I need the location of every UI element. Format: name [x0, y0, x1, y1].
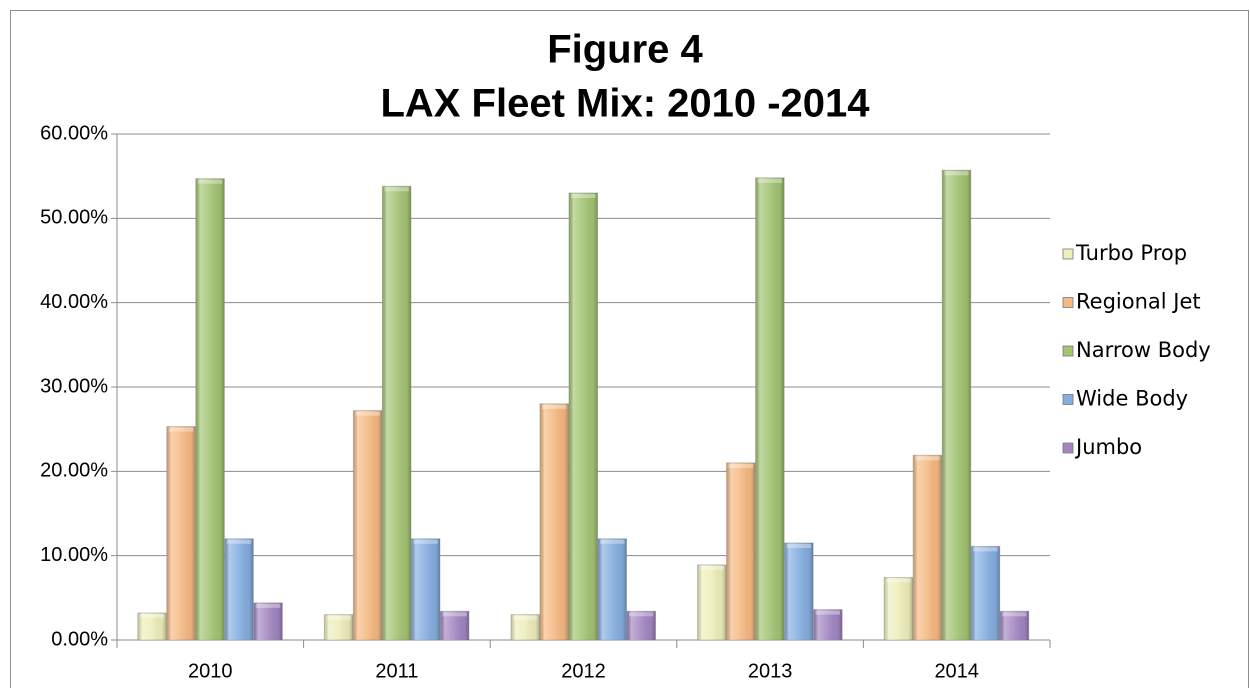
legend-label: Jumbo	[1074, 435, 1142, 459]
bar-cap	[886, 578, 911, 583]
legend-label: Turbo Prop	[1075, 241, 1187, 265]
bar-shade	[942, 170, 971, 640]
bar-cap	[442, 612, 467, 617]
chart-border	[10, 10, 1249, 688]
y-tick-label: 50.00%	[40, 207, 108, 229]
bar-shade	[411, 538, 440, 640]
x-tick-label: 2013	[748, 660, 793, 682]
bar-cap	[513, 615, 538, 620]
bar-shade	[440, 611, 469, 640]
bar-cap	[542, 404, 567, 409]
bar-shade	[166, 426, 196, 640]
bar-cap	[757, 178, 783, 183]
bar-shade	[382, 186, 411, 640]
x-tick-label: 2011	[375, 660, 418, 682]
y-tick-label: 60.00%	[40, 122, 108, 144]
bar-shade	[884, 577, 913, 640]
legend-marker	[1062, 345, 1074, 357]
bar-cap	[197, 179, 223, 184]
bar-cap	[915, 456, 940, 461]
bar-shade	[253, 602, 283, 640]
bar-cap	[168, 427, 194, 432]
y-tick-label: 0.00%	[51, 628, 108, 650]
legend-label: Regional Jet	[1076, 290, 1201, 314]
bar-shade	[540, 403, 569, 640]
chart-title: LAX Fleet Mix: 2010 -2014	[380, 82, 870, 126]
bar-shade	[784, 543, 814, 640]
bar-shade	[755, 177, 785, 640]
x-tick-label: 2012	[561, 660, 606, 682]
bar-shade	[697, 564, 727, 640]
x-tick-label: 2014	[934, 660, 979, 682]
bar-cap	[139, 614, 165, 619]
bar-shade	[726, 462, 756, 640]
y-tick-label: 20.00%	[40, 460, 108, 482]
legend-label: Wide Body	[1076, 387, 1188, 411]
bar-cap	[326, 615, 351, 620]
bar-shade	[1000, 611, 1029, 640]
bar-shade	[813, 609, 843, 640]
y-tick-label: 40.00%	[40, 291, 108, 313]
legend-marker	[1062, 248, 1074, 260]
legend-marker	[1062, 297, 1074, 308]
bar-shade	[971, 546, 1000, 640]
bar-shade	[511, 614, 540, 640]
x-tick-label: 2010	[188, 660, 233, 682]
legend-marker	[1062, 394, 1074, 405]
bar-shade	[913, 455, 942, 640]
bar-cap	[1002, 612, 1027, 617]
bar-shade	[137, 613, 167, 640]
bar-shade	[195, 178, 225, 641]
bar-cap	[786, 544, 812, 549]
bar-cap	[728, 463, 754, 468]
bar-cap	[815, 610, 841, 615]
bar-cap	[699, 565, 725, 570]
chart-title: Figure 4	[547, 28, 703, 72]
bar-cap	[413, 539, 438, 544]
legend-marker	[1062, 442, 1074, 454]
y-tick-label: 30.00%	[40, 375, 108, 397]
y-tick-label: 10.00%	[40, 544, 108, 566]
bar-cap	[973, 547, 998, 552]
bar-shade	[353, 410, 382, 640]
bar-shade	[224, 538, 254, 640]
bar-cap	[355, 411, 380, 416]
bar-cap	[226, 539, 252, 544]
legend-label: Narrow Body	[1076, 338, 1211, 362]
bar-cap	[384, 187, 409, 192]
bar-cap	[944, 171, 969, 176]
bar-shade	[598, 538, 627, 640]
bar-cap	[571, 194, 596, 199]
bar-cap	[600, 539, 625, 544]
bar-cap	[629, 612, 654, 617]
bar-shade	[569, 193, 598, 641]
bar-shade	[627, 611, 656, 640]
bar-cap	[255, 603, 281, 608]
bar-shade	[324, 614, 353, 640]
